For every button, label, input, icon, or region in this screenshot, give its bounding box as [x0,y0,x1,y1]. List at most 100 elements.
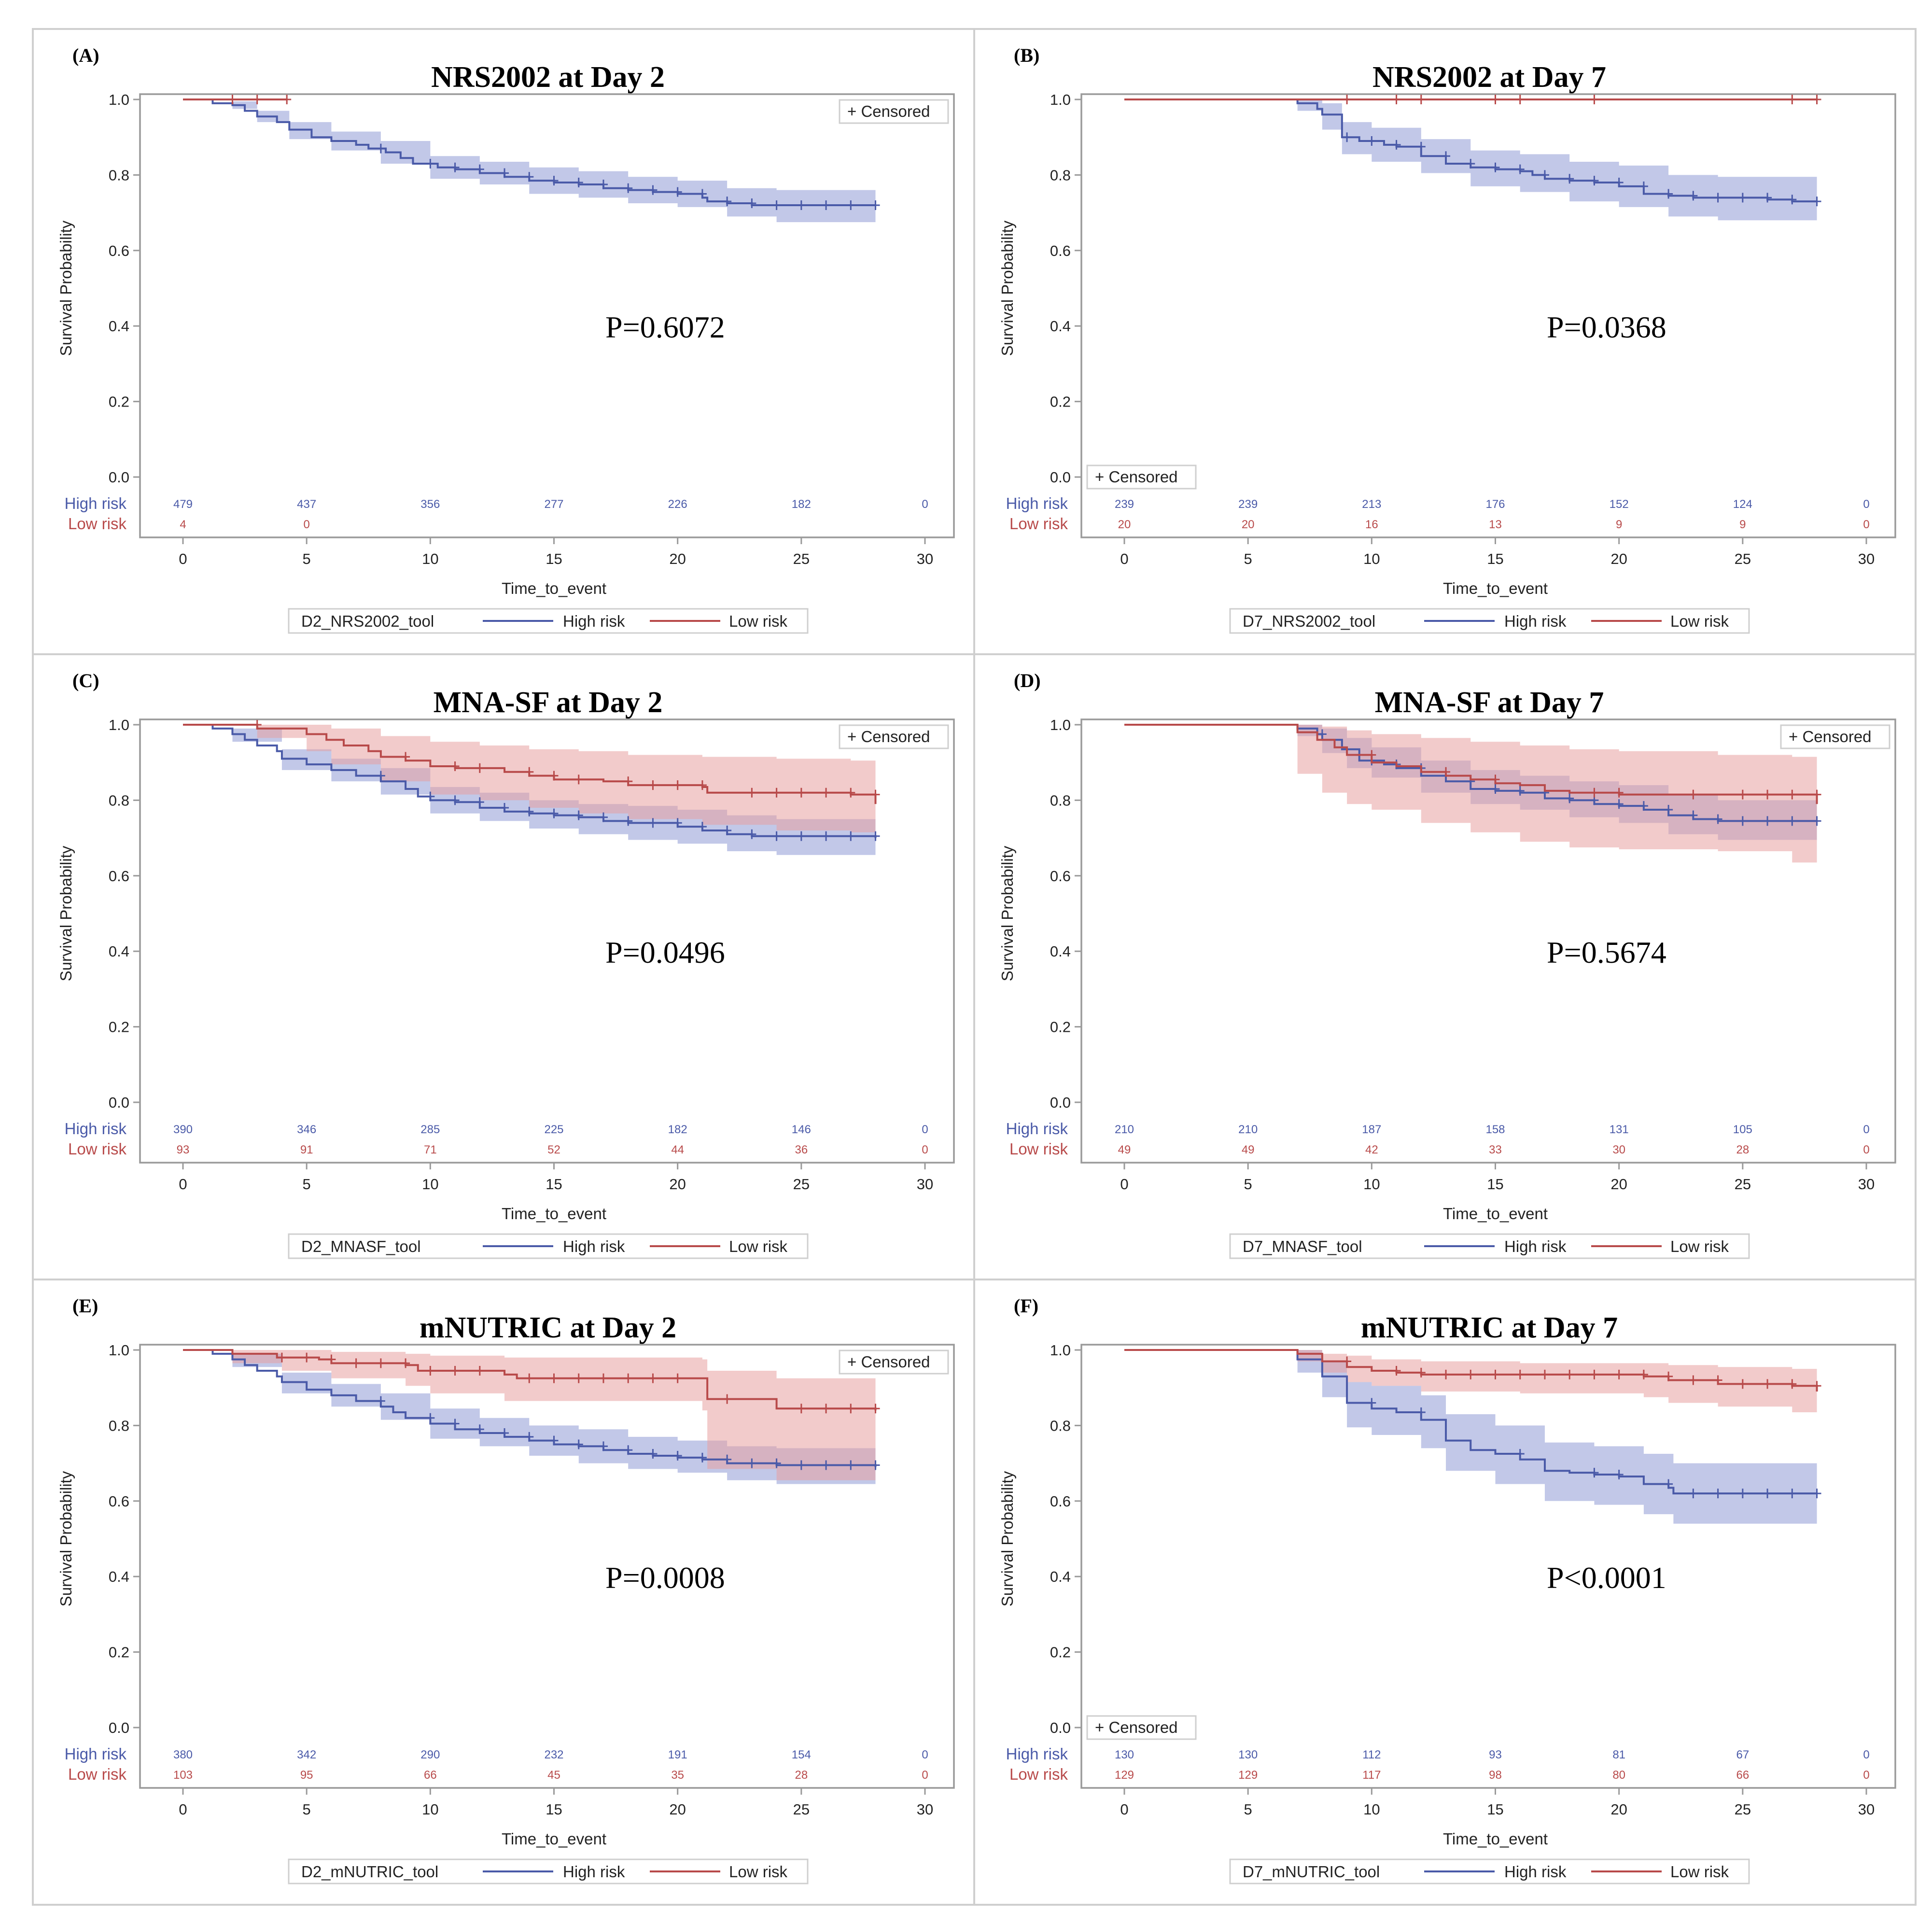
censor-mark-low-risk [1812,95,1821,104]
y-tick-label: 0.8 [1050,1417,1071,1434]
risk-count: 226 [668,498,687,511]
legend-entry-low-risk: Low risk [1670,1237,1729,1255]
censor-mark-low-risk [277,1352,286,1363]
risk-count: 130 [1115,1748,1134,1761]
censor-mark-low-risk [574,1373,583,1383]
censor-mark-low-risk [698,780,707,790]
x-tick-label: 20 [669,1801,686,1818]
censor-mark-high-risk [1763,816,1772,826]
censor-mark-low-risk [327,1354,336,1364]
censor-mark-low-risk [1738,789,1747,800]
risk-count: 342 [297,1748,316,1761]
censor-mark-high-risk [1367,1398,1376,1408]
censor-mark-high-risk [450,1419,460,1429]
panel-letter: (E) [72,1295,98,1317]
y-tick-label: 0.2 [109,1019,129,1036]
y-tick-label: 0.8 [109,792,129,809]
risk-count: 20 [1118,518,1131,531]
risk-row-label: High risk [1006,1745,1068,1763]
ci-band-low-risk [183,725,876,838]
censor-mark-low-risk [1491,774,1500,785]
censored-label: + Censored [1095,1718,1178,1736]
x-tick-label: 0 [1120,1176,1128,1193]
legend-title: D7_NRS2002_tool [1243,612,1375,630]
y-tick-label: 0.0 [109,469,129,486]
y-tick-label: 0.0 [109,1094,129,1111]
x-tick-label: 30 [1858,1801,1875,1818]
risk-count: 232 [544,1748,563,1761]
chart-title: mNUTRIC at Day 2 [420,1311,676,1344]
panel-e: (E) mNUTRIC at Day 2 0.0 0.2 0.4 0.6 0.8 1.0 Sur… [32,1279,975,1906]
risk-count: 390 [173,1123,193,1136]
risk-count: 0 [1863,498,1869,511]
censor-mark-low-risk [1491,95,1500,104]
censored-legend [839,99,949,124]
chart-title: NRS2002 at Day 2 [431,61,665,94]
y-tick-label: 0.8 [109,1417,129,1434]
x-tick-label: 15 [1487,1176,1503,1193]
series-legend [288,1858,809,1884]
censor-mark-low-risk [401,752,410,762]
censor-mark-high-risk [673,1450,682,1461]
y-tick-label: 1.0 [1050,1342,1071,1359]
y-tick-label: 1.0 [109,91,129,108]
x-tick-label: 15 [546,1801,562,1818]
x-tick-label: 25 [793,550,810,567]
censor-mark-high-risk [1416,141,1426,152]
censor-mark-high-risk [1515,1449,1525,1459]
p-value: P<0.0001 [1547,1560,1666,1595]
risk-count: 66 [424,1769,437,1782]
censored-label: + Censored [847,728,930,745]
censor-mark-high-risk [723,825,732,835]
censor-mark-high-risk [648,185,658,195]
y-tick-label: 0.0 [109,1719,129,1736]
censor-mark-high-risk [1713,1489,1722,1499]
censor-mark-high-risk [673,187,682,197]
censor-mark-high-risk [1317,729,1327,739]
risk-count: 44 [671,1143,684,1156]
censor-mark-low-risk [648,1373,658,1383]
risk-row-label: Low risk [1009,1765,1068,1783]
ci-band-low-risk [1124,725,1817,867]
censor-mark-high-risk [450,162,460,172]
y-tick-label: 0.8 [1050,792,1071,809]
risk-count: 290 [420,1748,440,1761]
x-axis-label: Time_to_event [502,1830,606,1848]
y-tick-label: 0.8 [109,167,129,183]
y-tick-label: 1.0 [1050,91,1071,108]
censor-mark-high-risk [1812,197,1821,207]
censor-mark-low-risk [525,1373,534,1383]
censor-mark-high-risk [822,200,831,210]
x-tick-label: 20 [669,1176,686,1193]
censor-mark-low-risk [1713,1375,1722,1385]
y-axis-label: Survival Probability [998,220,1016,356]
censor-mark-low-risk [624,1373,633,1383]
censor-mark-high-risk [797,200,806,210]
risk-row-label: Low risk [68,1140,127,1158]
y-tick-label: 0.6 [1050,868,1071,885]
censor-mark-high-risk [1515,164,1525,174]
censor-mark-high-risk [574,178,583,188]
censor-mark-high-risk [426,158,435,169]
censor-mark-low-risk [673,780,682,790]
risk-count: 0 [1863,1143,1869,1156]
y-tick-label: 0.6 [1050,242,1071,259]
censor-mark-high-risk [723,1454,732,1464]
censor-mark-high-risk [1639,801,1648,811]
censor-mark-low-risk [1343,1356,1352,1366]
censor-mark-low-risk [723,1394,732,1404]
risk-count: 0 [922,1748,928,1761]
censor-mark-high-risk [1664,189,1673,199]
x-axis-label: Time_to_event [1443,579,1548,597]
censor-mark-high-risk [1738,1489,1747,1499]
censor-mark-high-risk [747,198,756,209]
y-axis-label: Survival Probability [998,845,1016,981]
censor-mark-low-risk [846,1404,855,1414]
x-tick-label: 0 [1120,1801,1128,1818]
panel-letter: (D) [1014,670,1041,691]
risk-count: 93 [1489,1748,1502,1761]
x-axis-label: Time_to_event [1443,1205,1548,1223]
y-tick-label: 0.6 [109,868,129,885]
x-tick-label: 10 [422,1176,438,1193]
censor-mark-low-risk [1343,95,1352,104]
